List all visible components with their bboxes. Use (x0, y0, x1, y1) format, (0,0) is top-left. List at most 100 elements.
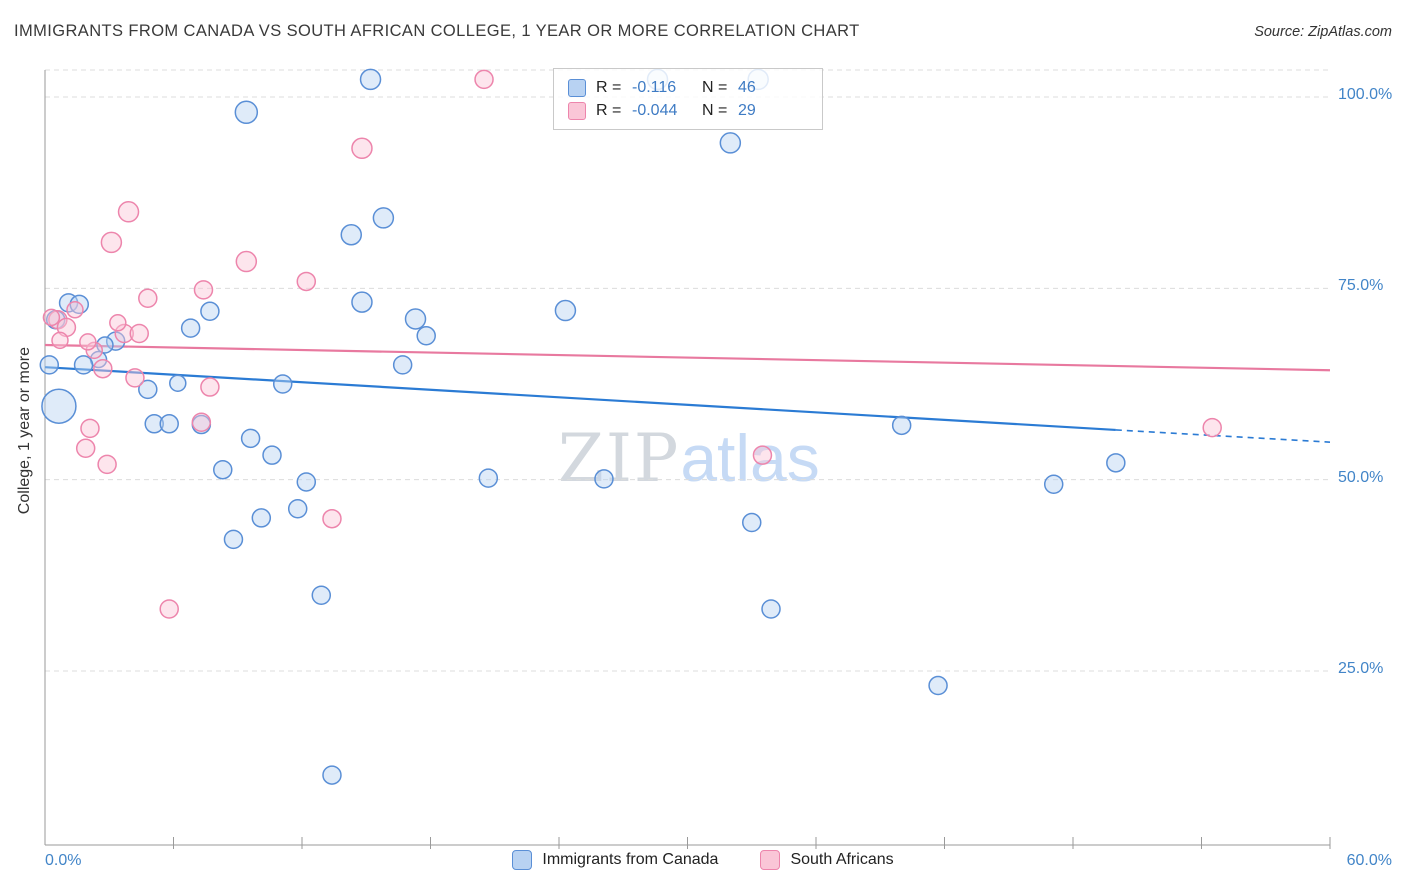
trend-line (44, 343, 1331, 372)
scatter-point (69, 294, 90, 315)
y-axis-title: College, 1 year or more (16, 347, 33, 515)
legend-item-south-africans: South Africans (760, 850, 894, 870)
scatter-point (251, 508, 272, 528)
watermark-zip-text: ZIP (558, 420, 681, 497)
trend-line-extrapolated (1115, 429, 1331, 443)
scatter-point (200, 377, 220, 397)
scatter-point (594, 469, 614, 489)
scatter-point (761, 599, 781, 619)
south-african-swatch-icon (760, 850, 781, 870)
scatter-point (752, 445, 773, 465)
scatter-point (117, 201, 140, 223)
scatter-point (39, 355, 60, 375)
scatter-point (235, 250, 258, 273)
canada-swatch-icon (512, 850, 533, 870)
scatter-point (109, 314, 127, 332)
scatter-point (372, 207, 395, 229)
scatter-point (213, 459, 233, 480)
scatter-point (159, 414, 179, 434)
canada-stats-row: R = -0.116 N = 46 (568, 78, 822, 97)
scatter-point (125, 368, 145, 388)
scatter-point (42, 308, 61, 327)
legend-item-canada: Immigrants from Canada (512, 850, 718, 870)
scatter-point (80, 418, 100, 439)
scatter-point (742, 512, 762, 533)
scatter-point (191, 412, 212, 433)
scatter-point (100, 231, 123, 254)
scatter-point (200, 301, 220, 322)
zipatlas-watermark: ZIPatlas (558, 420, 820, 497)
scatter-point (41, 388, 77, 424)
scatter-point (272, 374, 293, 394)
scatter-point (416, 326, 436, 346)
scatter-point (1202, 417, 1222, 438)
scatter-point (296, 271, 317, 292)
scatter-point (234, 100, 259, 125)
scatter-point (96, 336, 114, 354)
scatter-point (75, 438, 96, 459)
scatter-point (93, 358, 113, 379)
scatter-point (223, 529, 244, 550)
scatter-point (144, 414, 164, 434)
trend-line (44, 366, 1116, 432)
scatter-point (554, 299, 577, 322)
n-label: N = (702, 78, 728, 96)
scatter-point (928, 675, 948, 696)
canada-swatch-icon (568, 78, 586, 97)
watermark-atlas-text: atlas (680, 421, 820, 495)
legend-label-canada: Immigrants from Canada (542, 851, 719, 868)
scatter-point (719, 132, 742, 154)
scatter-point (138, 379, 158, 400)
chart-header: IMMIGRANTS FROM CANADA VS SOUTH AFRICAN … (0, 0, 1406, 56)
scatter-point (404, 308, 427, 330)
scatter-point (474, 69, 494, 90)
y-tick-label: 50.0% (1338, 468, 1384, 486)
scatter-point (359, 68, 382, 91)
south-african-swatch-icon (568, 101, 586, 120)
scatter-point (262, 445, 282, 465)
scatter-point (114, 323, 134, 344)
n-value: 46 (738, 78, 756, 96)
scatter-point (287, 498, 308, 519)
r-label: R = (596, 78, 622, 96)
scatter-point (138, 288, 158, 309)
scatter-point (97, 454, 117, 475)
legend-stats-box: R = -0.116 N = 46 R = -0.044 N = 29 (553, 68, 823, 130)
page-title: IMMIGRANTS FROM CANADA VS SOUTH AFRICAN … (14, 22, 860, 40)
n-value: 29 (738, 101, 756, 119)
r-value: -0.044 (632, 101, 678, 119)
y-tick-label: 100.0% (1338, 86, 1393, 103)
scatter-point (392, 355, 413, 375)
y-tick-label: 25.0% (1338, 659, 1384, 677)
scatter-point (296, 472, 317, 492)
scatter-point (322, 765, 342, 785)
scatter-point (180, 318, 201, 338)
legend-label-south-africans: South Africans (790, 851, 894, 868)
scatter-point (891, 415, 912, 436)
scatter-point (79, 333, 97, 351)
scatter-point (169, 374, 187, 392)
scatter-point (311, 585, 332, 605)
scatter-point (340, 224, 363, 246)
r-value: -0.116 (632, 78, 677, 96)
scatter-point (1043, 474, 1064, 495)
scatter-point (51, 331, 69, 350)
scatter-point (73, 355, 94, 375)
scatter-point (1106, 453, 1126, 473)
x-axis-min-label: 0.0% (45, 852, 82, 869)
y-tick-label: 75.0% (1338, 277, 1384, 295)
scatter-point (351, 137, 373, 160)
r-label: R = (596, 101, 622, 119)
bottom-legend: Immigrants from Canada South Africans (0, 850, 1406, 870)
scatter-point (322, 508, 342, 529)
x-axis-max-label: 60.0% (1346, 852, 1392, 869)
scatter-point (66, 301, 84, 319)
south-african-stats-row: R = -0.044 N = 29 (568, 101, 822, 120)
scatter-point (193, 280, 214, 300)
source-label: Source: ZipAtlas.com (1254, 24, 1392, 40)
scatter-point (351, 291, 373, 313)
scatter-point (159, 599, 179, 619)
scatter-point (478, 468, 499, 488)
